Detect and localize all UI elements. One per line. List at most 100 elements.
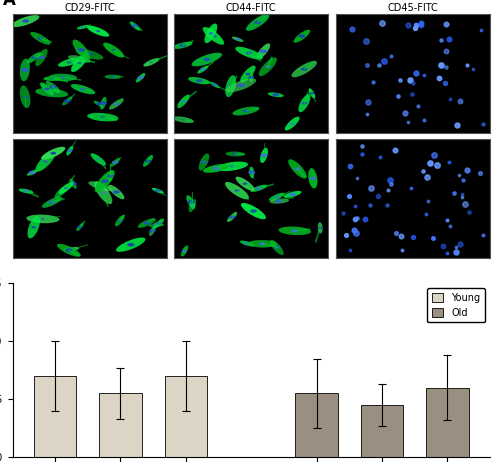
Polygon shape bbox=[172, 116, 194, 123]
Polygon shape bbox=[138, 218, 156, 228]
Polygon shape bbox=[115, 215, 124, 226]
Polygon shape bbox=[154, 219, 164, 229]
Polygon shape bbox=[288, 159, 307, 179]
Polygon shape bbox=[204, 24, 218, 43]
Ellipse shape bbox=[31, 56, 37, 59]
Ellipse shape bbox=[66, 249, 72, 252]
Ellipse shape bbox=[187, 200, 194, 204]
Ellipse shape bbox=[236, 38, 240, 41]
Ellipse shape bbox=[179, 43, 186, 47]
Ellipse shape bbox=[182, 250, 187, 252]
Polygon shape bbox=[28, 216, 40, 238]
Polygon shape bbox=[44, 76, 62, 81]
Polygon shape bbox=[58, 58, 81, 67]
Polygon shape bbox=[66, 146, 73, 156]
Ellipse shape bbox=[208, 32, 213, 35]
Ellipse shape bbox=[127, 243, 134, 247]
Polygon shape bbox=[172, 42, 193, 49]
Polygon shape bbox=[104, 75, 122, 79]
Polygon shape bbox=[100, 97, 106, 109]
Ellipse shape bbox=[274, 246, 279, 249]
Polygon shape bbox=[181, 245, 188, 256]
Ellipse shape bbox=[256, 187, 262, 190]
Ellipse shape bbox=[232, 152, 238, 155]
Ellipse shape bbox=[60, 76, 66, 79]
Ellipse shape bbox=[254, 21, 261, 24]
Ellipse shape bbox=[76, 57, 82, 61]
Polygon shape bbox=[94, 181, 112, 204]
Ellipse shape bbox=[212, 166, 220, 170]
Ellipse shape bbox=[202, 161, 206, 164]
Ellipse shape bbox=[50, 85, 56, 89]
Polygon shape bbox=[292, 61, 317, 77]
Polygon shape bbox=[46, 81, 60, 93]
Polygon shape bbox=[235, 47, 263, 60]
Ellipse shape bbox=[108, 174, 114, 177]
Polygon shape bbox=[76, 25, 89, 30]
Polygon shape bbox=[20, 59, 30, 81]
Ellipse shape bbox=[78, 225, 82, 228]
Polygon shape bbox=[285, 116, 300, 130]
Ellipse shape bbox=[100, 116, 105, 118]
Polygon shape bbox=[294, 30, 310, 43]
Ellipse shape bbox=[210, 34, 216, 37]
Polygon shape bbox=[226, 79, 256, 92]
Polygon shape bbox=[58, 182, 74, 194]
Ellipse shape bbox=[234, 189, 240, 192]
Ellipse shape bbox=[242, 182, 248, 185]
Ellipse shape bbox=[228, 85, 233, 87]
Polygon shape bbox=[148, 223, 164, 227]
Polygon shape bbox=[108, 170, 113, 181]
Bar bbox=[296, 394, 338, 457]
Polygon shape bbox=[109, 99, 124, 109]
Polygon shape bbox=[64, 247, 80, 251]
Ellipse shape bbox=[243, 109, 249, 112]
Ellipse shape bbox=[96, 158, 100, 160]
Polygon shape bbox=[225, 182, 249, 200]
Polygon shape bbox=[87, 25, 110, 36]
Polygon shape bbox=[108, 185, 124, 199]
Polygon shape bbox=[203, 164, 230, 173]
Ellipse shape bbox=[64, 187, 68, 189]
Bar bbox=[164, 376, 207, 457]
Polygon shape bbox=[76, 49, 104, 60]
Ellipse shape bbox=[98, 185, 102, 187]
Polygon shape bbox=[269, 193, 285, 201]
Polygon shape bbox=[41, 147, 66, 160]
Ellipse shape bbox=[145, 159, 151, 162]
Polygon shape bbox=[318, 222, 322, 233]
Ellipse shape bbox=[259, 242, 266, 245]
Polygon shape bbox=[188, 199, 196, 212]
Ellipse shape bbox=[144, 221, 150, 225]
Polygon shape bbox=[210, 82, 220, 88]
Polygon shape bbox=[30, 32, 50, 45]
Ellipse shape bbox=[230, 165, 234, 167]
Polygon shape bbox=[270, 199, 289, 204]
Polygon shape bbox=[246, 14, 270, 31]
Ellipse shape bbox=[32, 226, 36, 228]
Polygon shape bbox=[72, 40, 90, 60]
Polygon shape bbox=[103, 43, 124, 58]
Ellipse shape bbox=[150, 61, 153, 63]
Ellipse shape bbox=[138, 76, 143, 79]
Polygon shape bbox=[110, 158, 120, 167]
Ellipse shape bbox=[204, 58, 210, 61]
Polygon shape bbox=[225, 75, 236, 97]
Ellipse shape bbox=[276, 199, 283, 203]
Polygon shape bbox=[76, 223, 84, 231]
Ellipse shape bbox=[114, 103, 119, 105]
Ellipse shape bbox=[250, 209, 257, 213]
Ellipse shape bbox=[190, 204, 196, 207]
Polygon shape bbox=[116, 237, 146, 252]
Polygon shape bbox=[36, 151, 56, 172]
Ellipse shape bbox=[117, 219, 122, 222]
Polygon shape bbox=[144, 58, 160, 67]
Polygon shape bbox=[188, 77, 210, 85]
Ellipse shape bbox=[80, 26, 85, 28]
Polygon shape bbox=[278, 226, 311, 235]
Polygon shape bbox=[240, 241, 254, 246]
Polygon shape bbox=[308, 88, 316, 98]
Polygon shape bbox=[236, 176, 255, 191]
Polygon shape bbox=[94, 170, 114, 192]
Polygon shape bbox=[70, 178, 76, 189]
